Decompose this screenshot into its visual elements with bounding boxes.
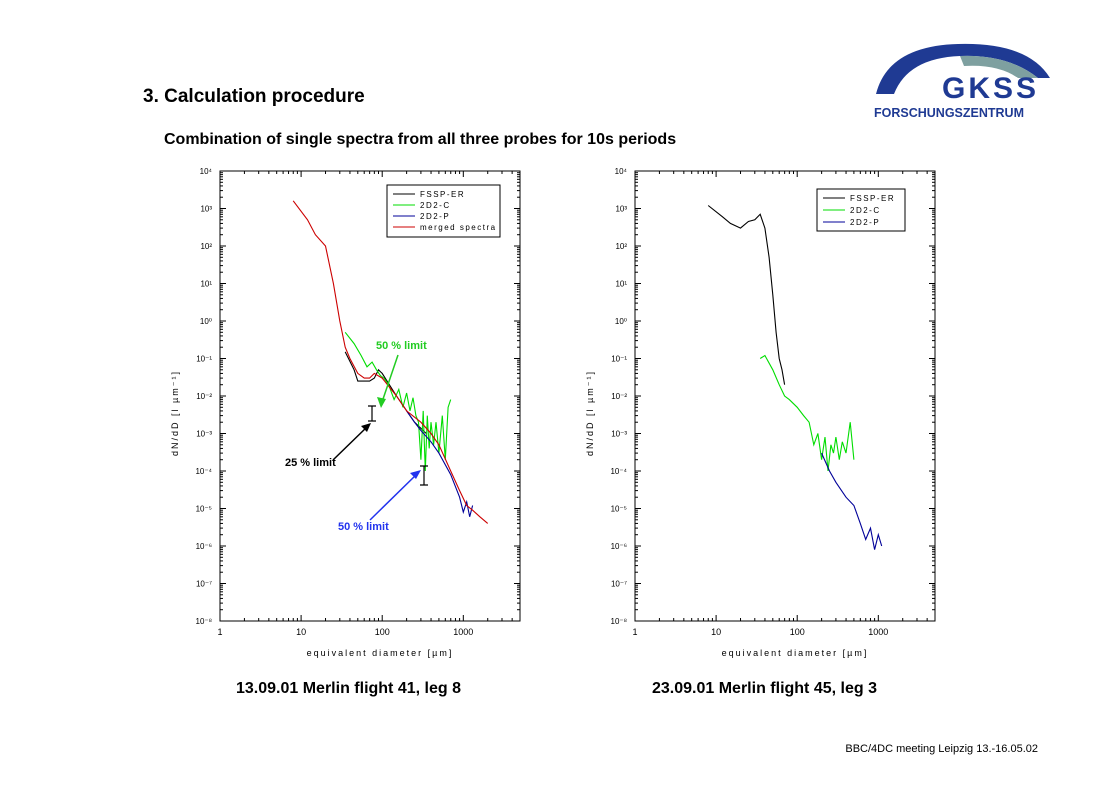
- x-tick-label: 1: [632, 627, 637, 637]
- y-tick-label: 10⁴: [200, 167, 213, 176]
- x-tick-label: 100: [375, 627, 390, 637]
- legend: FSSP-ER 2D2-C 2D2-P merged spectra: [386, 184, 501, 238]
- gkss-logo: GKSS FORSCHUNGSZENTRUM: [874, 43, 1050, 120]
- series-line-2d2-p: [406, 410, 474, 517]
- y-tick-label: 10⁻¹: [196, 355, 212, 364]
- subtitle: Combination of single spectra from all t…: [164, 131, 677, 148]
- series-line-merged-spectra: [292, 200, 489, 524]
- y-tick-label: 10⁻³: [611, 430, 627, 439]
- x-axis-label: equivalent diameter [µm]: [722, 648, 869, 658]
- y-axis-label: dN/dD [l µm⁻¹]: [170, 370, 180, 456]
- series-layer: [707, 205, 883, 550]
- legend-label-merged: merged spectra: [420, 223, 497, 232]
- logo-arc: [876, 43, 1050, 94]
- y-tick-label: 10⁻⁵: [196, 505, 212, 514]
- logo-arc-light: [960, 55, 1038, 78]
- y-tick-label: 10³: [200, 205, 212, 214]
- arrow-50-limit-blue: [369, 472, 419, 521]
- y-tick-label: 10⁻³: [196, 430, 212, 439]
- chart-right: 1 10 100 1000 10⁻⁸ 10⁻⁷ 10⁻⁶ 10⁻⁵ 10⁻⁴ 10⁻³ 10⁻² 10…: [585, 167, 936, 658]
- series-line-fssp-er: [707, 205, 786, 385]
- y-tick-label: 10⁻²: [611, 392, 627, 401]
- arrowhead-green: [377, 397, 386, 408]
- logo-name: GKSS: [942, 72, 1039, 105]
- x-tick-label: 1: [217, 627, 222, 637]
- annotation-25-limit: 25 % limit: [285, 457, 336, 469]
- y-tick-label: 10⁰: [615, 317, 627, 326]
- series-line-2d2-c: [344, 331, 452, 472]
- x-tick-label: 1000: [868, 627, 888, 637]
- legend-label-2d2p: 2D2-P: [850, 218, 880, 227]
- y-tick-label: 10⁻⁷: [196, 580, 212, 589]
- series-line-2d2-c: [759, 354, 855, 472]
- error-bar-50: [420, 465, 428, 486]
- caption-right: 23.09.01 Merlin flight 45, leg 3: [652, 680, 877, 697]
- y-tick-label: 10⁻¹: [611, 355, 627, 364]
- y-tick-label: 10¹: [615, 280, 627, 289]
- y-tick-label: 10⁻⁷: [611, 580, 627, 589]
- plot-frame: [219, 170, 521, 622]
- legend-label-2d2c: 2D2-C: [850, 206, 881, 215]
- y-tick-label: 10⁻⁶: [611, 542, 627, 551]
- y-tick-label: 10³: [615, 205, 627, 214]
- error-bar-25: [368, 405, 376, 422]
- arrow-25-limit: [332, 425, 369, 461]
- arrowhead-blue: [410, 470, 421, 479]
- section-title: 3. Calculation procedure: [143, 86, 365, 107]
- annotation-50-limit-blue: 50 % limit: [338, 521, 389, 533]
- y-tick-label: 10⁰: [200, 317, 212, 326]
- chart-left: 1 10 100 1000 10⁻⁸ 10⁻⁷ 10⁻⁶ 10⁻⁵ 10⁻⁴ 10⁻³ 10⁻² 10…: [170, 167, 521, 658]
- x-tick-label: 10: [296, 627, 306, 637]
- x-tick-label: 10: [711, 627, 721, 637]
- y-tick-label: 10⁻⁵: [611, 505, 627, 514]
- legend-label-fssp: FSSP-ER: [420, 190, 465, 199]
- x-tick-label: 100: [790, 627, 805, 637]
- legend: FSSP-ER 2D2-C 2D2-P: [816, 188, 906, 232]
- y-tick-label: 10⁻⁸: [611, 617, 628, 626]
- legend-label-2d2c: 2D2-C: [420, 201, 451, 210]
- y-tick-label: 10⁻²: [196, 392, 212, 401]
- x-axis-label: equivalent diameter [µm]: [307, 648, 454, 658]
- y-tick-label: 10⁻⁶: [196, 542, 212, 551]
- limit-annotations: 50 % limit 25 % limit 50 % limit: [285, 340, 428, 533]
- y-tick-label: 10⁻⁴: [610, 467, 627, 476]
- arrowhead-black: [361, 423, 371, 432]
- x-tick-label: 1000: [453, 627, 473, 637]
- y-tick-label: 10²: [615, 242, 627, 251]
- y-axis-label: dN/dD [l µm⁻¹]: [585, 370, 595, 456]
- annotation-50-limit-green: 50 % limit: [376, 340, 427, 352]
- y-tick-label: 10⁴: [615, 167, 628, 176]
- tick-layer: 1 10 100 1000 10⁻⁸ 10⁻⁷ 10⁻⁶ 10⁻⁵ 10⁻⁴ 10⁻³ 10⁻² 10…: [610, 167, 936, 637]
- footer-meeting-info: BBC/4DC meeting Leipzig 13.-16.05.02: [845, 743, 1038, 755]
- legend-label-2d2p: 2D2-P: [420, 212, 450, 221]
- y-tick-label: 10¹: [200, 280, 212, 289]
- y-tick-label: 10²: [200, 242, 212, 251]
- caption-left: 13.09.01 Merlin flight 41, leg 8: [236, 680, 461, 697]
- y-tick-label: 10⁻⁴: [195, 467, 212, 476]
- series-layer: [292, 200, 489, 524]
- legend-label-fssp: FSSP-ER: [850, 194, 895, 203]
- tick-layer: 1 10 100 1000 10⁻⁸ 10⁻⁷ 10⁻⁶ 10⁻⁵ 10⁻⁴ 10⁻³ 10⁻² 10…: [195, 167, 521, 637]
- series-line-2d2-p: [821, 452, 883, 550]
- logo-tagline: FORSCHUNGSZENTRUM: [874, 106, 1024, 120]
- arrow-50-limit-green: [380, 354, 399, 406]
- y-tick-label: 10⁻⁸: [196, 617, 213, 626]
